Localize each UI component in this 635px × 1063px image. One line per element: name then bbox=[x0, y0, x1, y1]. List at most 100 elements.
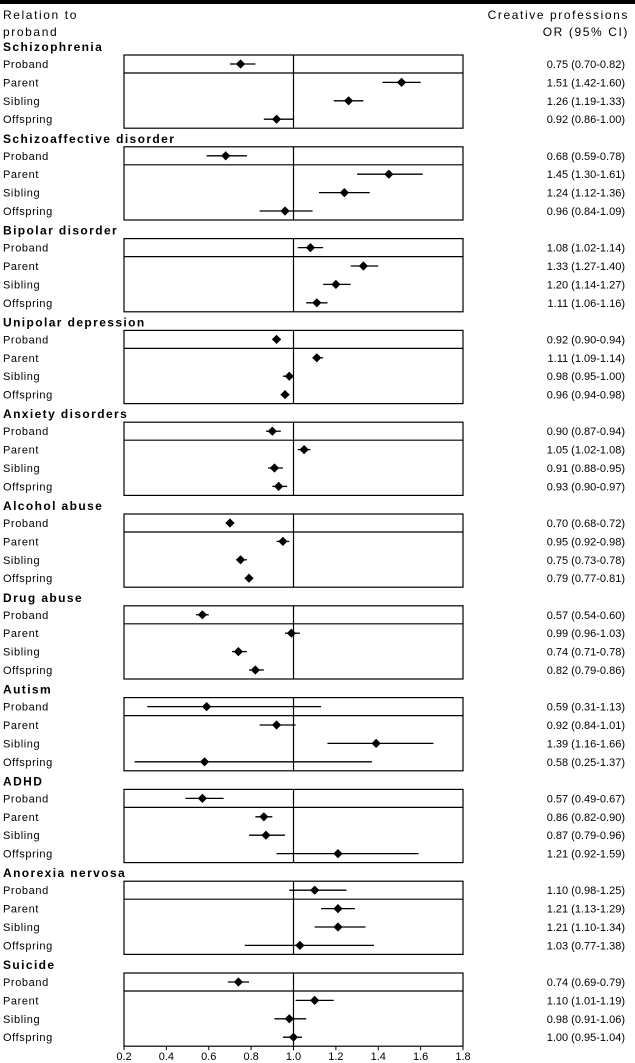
or-marker bbox=[284, 371, 294, 381]
x-tick-label: 0.6 bbox=[201, 1051, 216, 1063]
relation-label: Offspring bbox=[3, 665, 53, 677]
or-marker bbox=[305, 243, 316, 253]
or-marker bbox=[295, 940, 305, 950]
or-ci-label: 1.11 (1.06-1.16) bbox=[548, 298, 625, 310]
or-marker bbox=[312, 353, 322, 363]
x-tick-label: 1.0 bbox=[286, 1051, 301, 1063]
relation-label: Offspring bbox=[3, 757, 53, 769]
relation-label: Parent bbox=[3, 261, 39, 273]
or-ci-label: 1.33 (1.27-1.40) bbox=[547, 261, 625, 273]
group-title: Anorexia nervosa bbox=[3, 866, 126, 880]
or-ci-label: 0.82 (0.79-0.86) bbox=[547, 665, 625, 677]
or-ci-label: 1.10 (0.98-1.25) bbox=[547, 885, 625, 897]
relation-label: Parent bbox=[3, 995, 39, 1007]
or-ci-label: 0.96 (0.84-1.09) bbox=[547, 206, 625, 218]
or-ci-label: 0.75 (0.70-0.82) bbox=[547, 59, 625, 71]
relation-label: Offspring bbox=[3, 206, 53, 218]
relation-label: Offspring bbox=[3, 390, 53, 402]
relation-label: Sibling bbox=[3, 830, 40, 842]
or-ci-label: 0.57 (0.54-0.60) bbox=[547, 610, 625, 622]
relation-label: Offspring bbox=[3, 114, 53, 126]
relation-label: Proband bbox=[3, 59, 49, 71]
or-ci-label: 0.90 (0.87-0.94) bbox=[547, 426, 625, 438]
top-border bbox=[0, 0, 635, 4]
relation-label: Sibling bbox=[3, 738, 40, 750]
or-marker bbox=[233, 977, 244, 987]
or-ci-label: 0.59 (0.31-1.13) bbox=[547, 702, 625, 714]
relation-label: Sibling bbox=[3, 371, 40, 383]
group-title: Suicide bbox=[3, 958, 55, 972]
or-marker bbox=[384, 169, 394, 179]
or-ci-label: 0.68 (0.59-0.78) bbox=[547, 151, 625, 163]
relation-label: Sibling bbox=[3, 647, 40, 659]
x-tick-label: 1.2 bbox=[328, 1051, 343, 1063]
relation-label: Proband bbox=[3, 885, 49, 897]
relation-label: Sibling bbox=[3, 463, 40, 475]
relation-label: Proband bbox=[3, 426, 49, 438]
or-marker bbox=[269, 463, 280, 473]
or-marker bbox=[225, 518, 235, 528]
or-ci-label: 0.75 (0.73-0.78) bbox=[547, 555, 625, 567]
or-ci-label: 1.20 (1.14-1.27) bbox=[547, 279, 625, 291]
group-title: Autism bbox=[3, 683, 52, 697]
or-ci-label: 1.39 (1.16-1.66) bbox=[547, 738, 625, 750]
or-ci-label: 0.99 (0.96-1.03) bbox=[547, 628, 625, 640]
or-ci-label: 0.79 (0.77-0.81) bbox=[547, 573, 625, 585]
or-ci-label: 1.08 (1.02-1.14) bbox=[547, 243, 625, 255]
or-ci-label: 0.74 (0.71-0.78) bbox=[547, 647, 625, 659]
group-title: Bipolar disorder bbox=[3, 224, 118, 238]
relation-label: Proband bbox=[3, 610, 49, 622]
header-relation-line2: proband bbox=[3, 25, 58, 39]
or-ci-label: 1.21 (0.92-1.59) bbox=[547, 849, 625, 861]
or-marker bbox=[333, 849, 343, 859]
group-title: Anxiety disorders bbox=[3, 407, 128, 421]
x-tick-label: 1.8 bbox=[455, 1051, 470, 1063]
relation-label: Parent bbox=[3, 720, 39, 732]
group-title: ADHD bbox=[3, 774, 43, 788]
relation-label: Parent bbox=[3, 904, 39, 916]
or-marker bbox=[331, 279, 341, 289]
or-ci-label: 1.45 (1.30-1.61) bbox=[547, 169, 625, 181]
x-tick-label: 0.8 bbox=[243, 1051, 258, 1063]
or-marker bbox=[299, 445, 309, 455]
header-relation-line1: Relation to bbox=[3, 8, 78, 22]
or-marker bbox=[288, 1032, 299, 1042]
relation-label: Sibling bbox=[3, 96, 40, 108]
or-ci-label: 1.03 (0.77-1.38) bbox=[547, 940, 625, 952]
group-title: Schizoaffective disorder bbox=[3, 132, 175, 146]
relation-label: Parent bbox=[3, 169, 39, 181]
or-ci-label: 1.11 (1.09-1.14) bbox=[548, 353, 625, 365]
relation-label: Proband bbox=[3, 334, 49, 346]
group-title: Alcohol abuse bbox=[3, 499, 103, 513]
or-ci-label: 0.98 (0.95-1.00) bbox=[547, 371, 625, 383]
or-ci-label: 0.70 (0.68-0.72) bbox=[547, 518, 625, 530]
relation-label: Sibling bbox=[3, 188, 40, 200]
or-ci-label: 1.10 (1.01-1.19) bbox=[547, 995, 625, 1007]
or-marker bbox=[371, 738, 381, 748]
header-or-ci: OR (95% CI) bbox=[543, 25, 629, 39]
or-marker bbox=[333, 922, 343, 932]
x-tick-label: 1.6 bbox=[413, 1051, 428, 1063]
relation-label: Offspring bbox=[3, 298, 53, 310]
or-marker bbox=[202, 702, 212, 712]
plot-area: Schizophrenia Proband 0.75 (0.70-0.82) Pare… bbox=[3, 40, 625, 1063]
or-ci-label: 0.87 (0.79-0.96) bbox=[547, 830, 625, 842]
relation-label: Parent bbox=[3, 353, 39, 365]
relation-label: Proband bbox=[3, 977, 49, 989]
or-marker bbox=[339, 188, 349, 198]
or-ci-label: 0.93 (0.90-0.97) bbox=[547, 481, 625, 493]
or-ci-label: 0.95 (0.92-0.98) bbox=[547, 536, 625, 548]
or-ci-label: 0.57 (0.49-0.67) bbox=[547, 793, 625, 805]
relation-label: Proband bbox=[3, 702, 49, 714]
or-ci-label: 0.92 (0.90-0.94) bbox=[547, 334, 625, 346]
relation-label: Sibling bbox=[3, 279, 40, 291]
or-marker bbox=[197, 793, 207, 803]
or-marker bbox=[333, 904, 343, 914]
or-marker bbox=[235, 59, 246, 69]
or-marker bbox=[259, 812, 269, 822]
or-ci-label: 0.91 (0.88-0.95) bbox=[547, 463, 625, 475]
or-ci-label: 1.00 (0.95-1.04) bbox=[547, 1032, 625, 1044]
or-ci-label: 0.86 (0.82-0.90) bbox=[547, 812, 625, 824]
relation-label: Parent bbox=[3, 77, 39, 89]
